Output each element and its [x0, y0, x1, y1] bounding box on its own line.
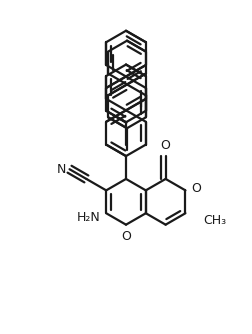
Text: O: O	[191, 182, 201, 195]
Text: O: O	[121, 230, 131, 243]
Text: O: O	[160, 139, 170, 152]
Text: H₂N: H₂N	[76, 211, 100, 224]
Text: N: N	[57, 163, 66, 176]
Text: CH₃: CH₃	[203, 214, 226, 226]
